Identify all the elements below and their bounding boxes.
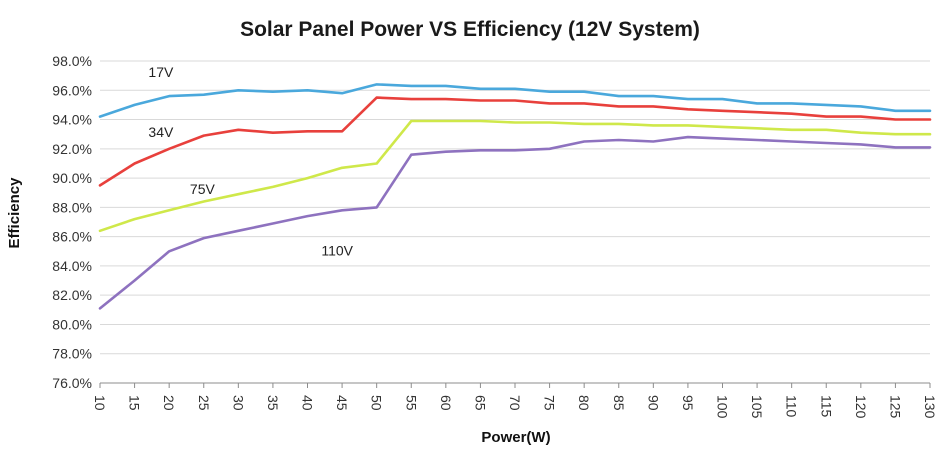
x-tick-label: 115 [818, 395, 834, 418]
y-tick-label: 88.0% [52, 199, 92, 215]
y-axis-title: Efficiency [6, 177, 23, 249]
series-group [98, 83, 932, 310]
series-label-17v: 17V [148, 64, 174, 80]
y-tick-label: 78.0% [52, 346, 92, 362]
x-tick-label: 90 [645, 395, 661, 411]
x-tick-label: 10 [92, 395, 108, 411]
y-tick-label: 92.0% [52, 141, 92, 157]
x-tick-label: 125 [887, 395, 903, 419]
series-line-34v [98, 96, 932, 187]
y-tick-label: 76.0% [52, 375, 92, 391]
x-tick-label: 80 [576, 395, 592, 411]
x-tick-label: 130 [922, 395, 938, 419]
chart-title: Solar Panel Power VS Efficiency (12V Sys… [240, 18, 700, 41]
series-line-110v [98, 135, 932, 310]
x-tick-label: 120 [853, 395, 869, 419]
series-label-75v: 75V [190, 181, 216, 197]
y-tick-label: 90.0% [52, 170, 92, 186]
x-tick-label: 110 [784, 395, 800, 418]
series-line-17v [98, 83, 932, 118]
x-tick-label: 50 [369, 395, 385, 411]
y-tick-label: 96.0% [52, 82, 92, 98]
series-label-34v: 34V [148, 124, 174, 140]
x-tick-label: 30 [230, 395, 246, 411]
y-tick-label: 94.0% [52, 112, 92, 128]
series-labels: 17V 34V 75V 110V [148, 64, 353, 259]
y-tick-label: 80.0% [52, 316, 92, 332]
grid [100, 60, 930, 384]
x-tick-label: 55 [403, 395, 419, 411]
x-tick-label: 45 [334, 395, 350, 411]
x-axis-title: Power(W) [481, 429, 550, 446]
x-tick-label: 35 [265, 395, 281, 411]
x-tick-label: 15 [127, 395, 143, 411]
x-tick-label: 25 [196, 395, 212, 411]
y-tick-label: 84.0% [52, 258, 92, 274]
x-tick-label: 70 [507, 395, 523, 411]
x-tick-label: 85 [611, 395, 627, 411]
y-tick-label: 82.0% [52, 287, 92, 303]
x-tick-label: 100 [715, 395, 731, 419]
y-tick-label: 98.0% [52, 53, 92, 69]
x-tick-label: 75 [542, 395, 558, 411]
series-line-75v [98, 119, 932, 233]
x-tick-label: 20 [161, 395, 177, 411]
x-tick-label: 60 [438, 395, 454, 411]
x-tick-label: 95 [680, 395, 696, 411]
x-tick-label: 105 [749, 395, 765, 419]
x-tick-label: 65 [472, 395, 488, 411]
axes: 76.0% 78.0% 80.0% 82.0% 84.0% 86.0% 88.0% 90.0%… [52, 53, 938, 419]
x-tick-label: 40 [300, 395, 316, 411]
series-label-110v: 110V [321, 243, 353, 259]
y-tick-label: 86.0% [52, 229, 92, 245]
